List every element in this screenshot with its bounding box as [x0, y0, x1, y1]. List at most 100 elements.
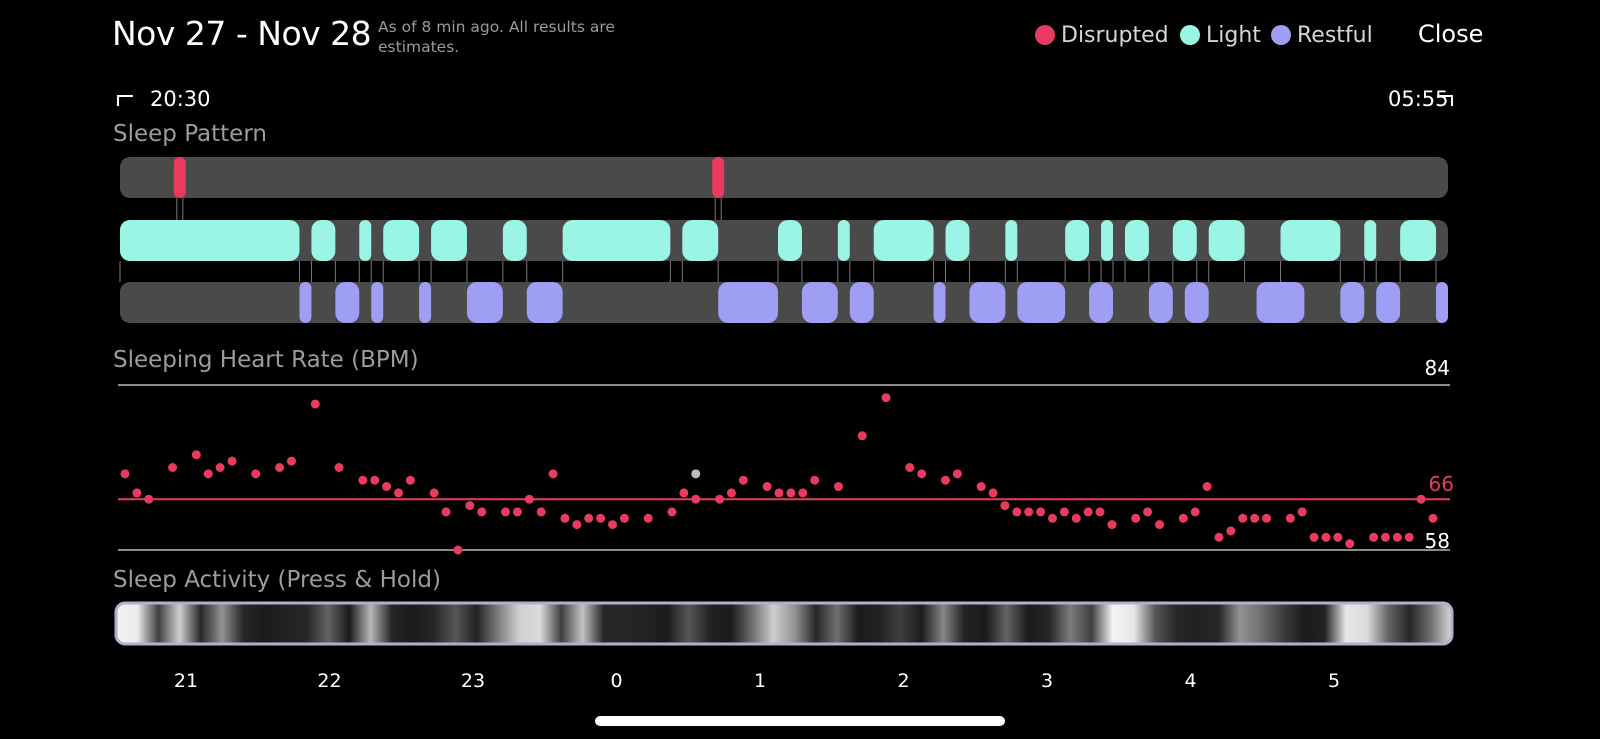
hr-point: [1190, 507, 1200, 517]
light-segment: [1208, 220, 1245, 261]
hr-point: [1285, 513, 1295, 523]
light-segment: [1364, 220, 1377, 261]
restful-segment: [419, 282, 432, 323]
sleep-activity-label: Sleep Activity (Press & Hold): [113, 567, 441, 593]
hr-point: [798, 488, 808, 498]
hr-point: [334, 463, 344, 472]
hr-point: [560, 513, 570, 523]
restful-segment: [1340, 282, 1365, 323]
legend-disrupted: Disrupted: [1035, 22, 1169, 48]
restful-segment: [933, 282, 946, 323]
hr-point: [203, 469, 213, 479]
sleep-pattern-track-restful: [120, 282, 1448, 323]
restful-segment: [299, 282, 312, 323]
hr-point: [1262, 513, 1272, 523]
restful-segment: [801, 282, 838, 323]
hr-point: [905, 463, 915, 472]
hr-point: [1416, 494, 1426, 504]
hr-point: [501, 507, 511, 517]
light-segment: [1065, 220, 1090, 261]
hr-point: [548, 469, 558, 479]
hr-point: [786, 488, 796, 498]
restful-dot-icon: [1271, 25, 1291, 45]
hr-point: [310, 399, 320, 409]
hr-point: [1036, 507, 1046, 517]
hr-point: [215, 463, 225, 472]
x-tick-label: 22: [317, 670, 342, 692]
activity-frame: [114, 601, 1454, 646]
range-end-bracket-icon: [1437, 95, 1453, 106]
light-dot-icon: [1180, 25, 1200, 45]
hr-min-label: 58: [1424, 529, 1450, 553]
x-tick-label: 23: [460, 670, 486, 692]
hr-point: [1155, 520, 1165, 530]
light-segment: [1005, 220, 1018, 261]
range-start-time: 20:30: [150, 87, 211, 111]
hr-point: [1000, 501, 1010, 511]
restful-segment: [371, 282, 384, 323]
close-button[interactable]: Close: [1418, 20, 1484, 48]
hr-point: [833, 482, 843, 492]
hr-point: [441, 507, 451, 517]
restful-segment: [969, 282, 1006, 323]
sleep-pattern-label: Sleep Pattern: [113, 121, 267, 147]
legend-label: Light: [1206, 22, 1261, 48]
disrupted-dot-icon: [1035, 25, 1055, 45]
hr-point: [393, 488, 403, 498]
hr-point: [1226, 526, 1236, 536]
hr-point: [1380, 532, 1390, 542]
light-segment: [311, 220, 336, 261]
x-tick-label: 3: [1040, 670, 1054, 692]
hr-point: [286, 456, 296, 466]
legend-restful: Restful: [1271, 22, 1373, 48]
heart-rate-label: Sleeping Heart Rate (BPM): [113, 347, 419, 373]
hr-point: [536, 507, 546, 517]
hr-point: [370, 475, 380, 485]
hr-point: [715, 494, 725, 504]
hr-point: [132, 488, 142, 498]
hr-point: [1369, 532, 1379, 542]
range-end-time: 05:55: [1388, 87, 1449, 111]
hr-point: [144, 494, 154, 504]
restful-segment: [1256, 282, 1305, 323]
hr-avg-label: 66: [1428, 472, 1454, 496]
hr-point: [1107, 520, 1117, 530]
home-indicator[interactable]: [595, 716, 1005, 726]
hr-point: [1250, 513, 1260, 523]
pattern-connectors: [119, 198, 1437, 282]
legend-label: Restful: [1297, 22, 1373, 48]
hr-point: [168, 463, 178, 472]
restful-segment: [1089, 282, 1114, 323]
light-segment: [431, 220, 467, 261]
hr-point: [940, 475, 950, 485]
hr-point: [1012, 507, 1022, 517]
hr-point: [726, 488, 736, 498]
hr-point: [857, 431, 867, 441]
hr-point: [691, 494, 701, 504]
disrupted-segment: [173, 157, 186, 198]
hr-point: [1392, 532, 1402, 542]
hr-point: [1143, 507, 1153, 517]
hr-point: [1095, 507, 1105, 517]
light-segment: [383, 220, 420, 261]
restful-segment: [1436, 282, 1448, 323]
x-tick-label: 4: [1184, 670, 1197, 692]
restful-segment: [466, 282, 503, 323]
hr-point: [251, 469, 261, 479]
hr-point: [1321, 532, 1331, 542]
hr-max-label: 84: [1424, 356, 1450, 380]
restful-segment: [1184, 282, 1209, 323]
hr-point: [1131, 513, 1141, 523]
hr-point: [810, 475, 820, 485]
hr-point: [1083, 507, 1093, 517]
restful-segment: [718, 282, 779, 323]
restful-segment: [849, 282, 874, 323]
hr-point: [679, 488, 689, 498]
hr-point: [1202, 482, 1212, 492]
hr-point: [1178, 513, 1188, 523]
hr-point: [227, 456, 237, 466]
hr-point: [1214, 532, 1224, 542]
restful-segment: [335, 282, 360, 323]
light-segment: [1280, 220, 1341, 261]
